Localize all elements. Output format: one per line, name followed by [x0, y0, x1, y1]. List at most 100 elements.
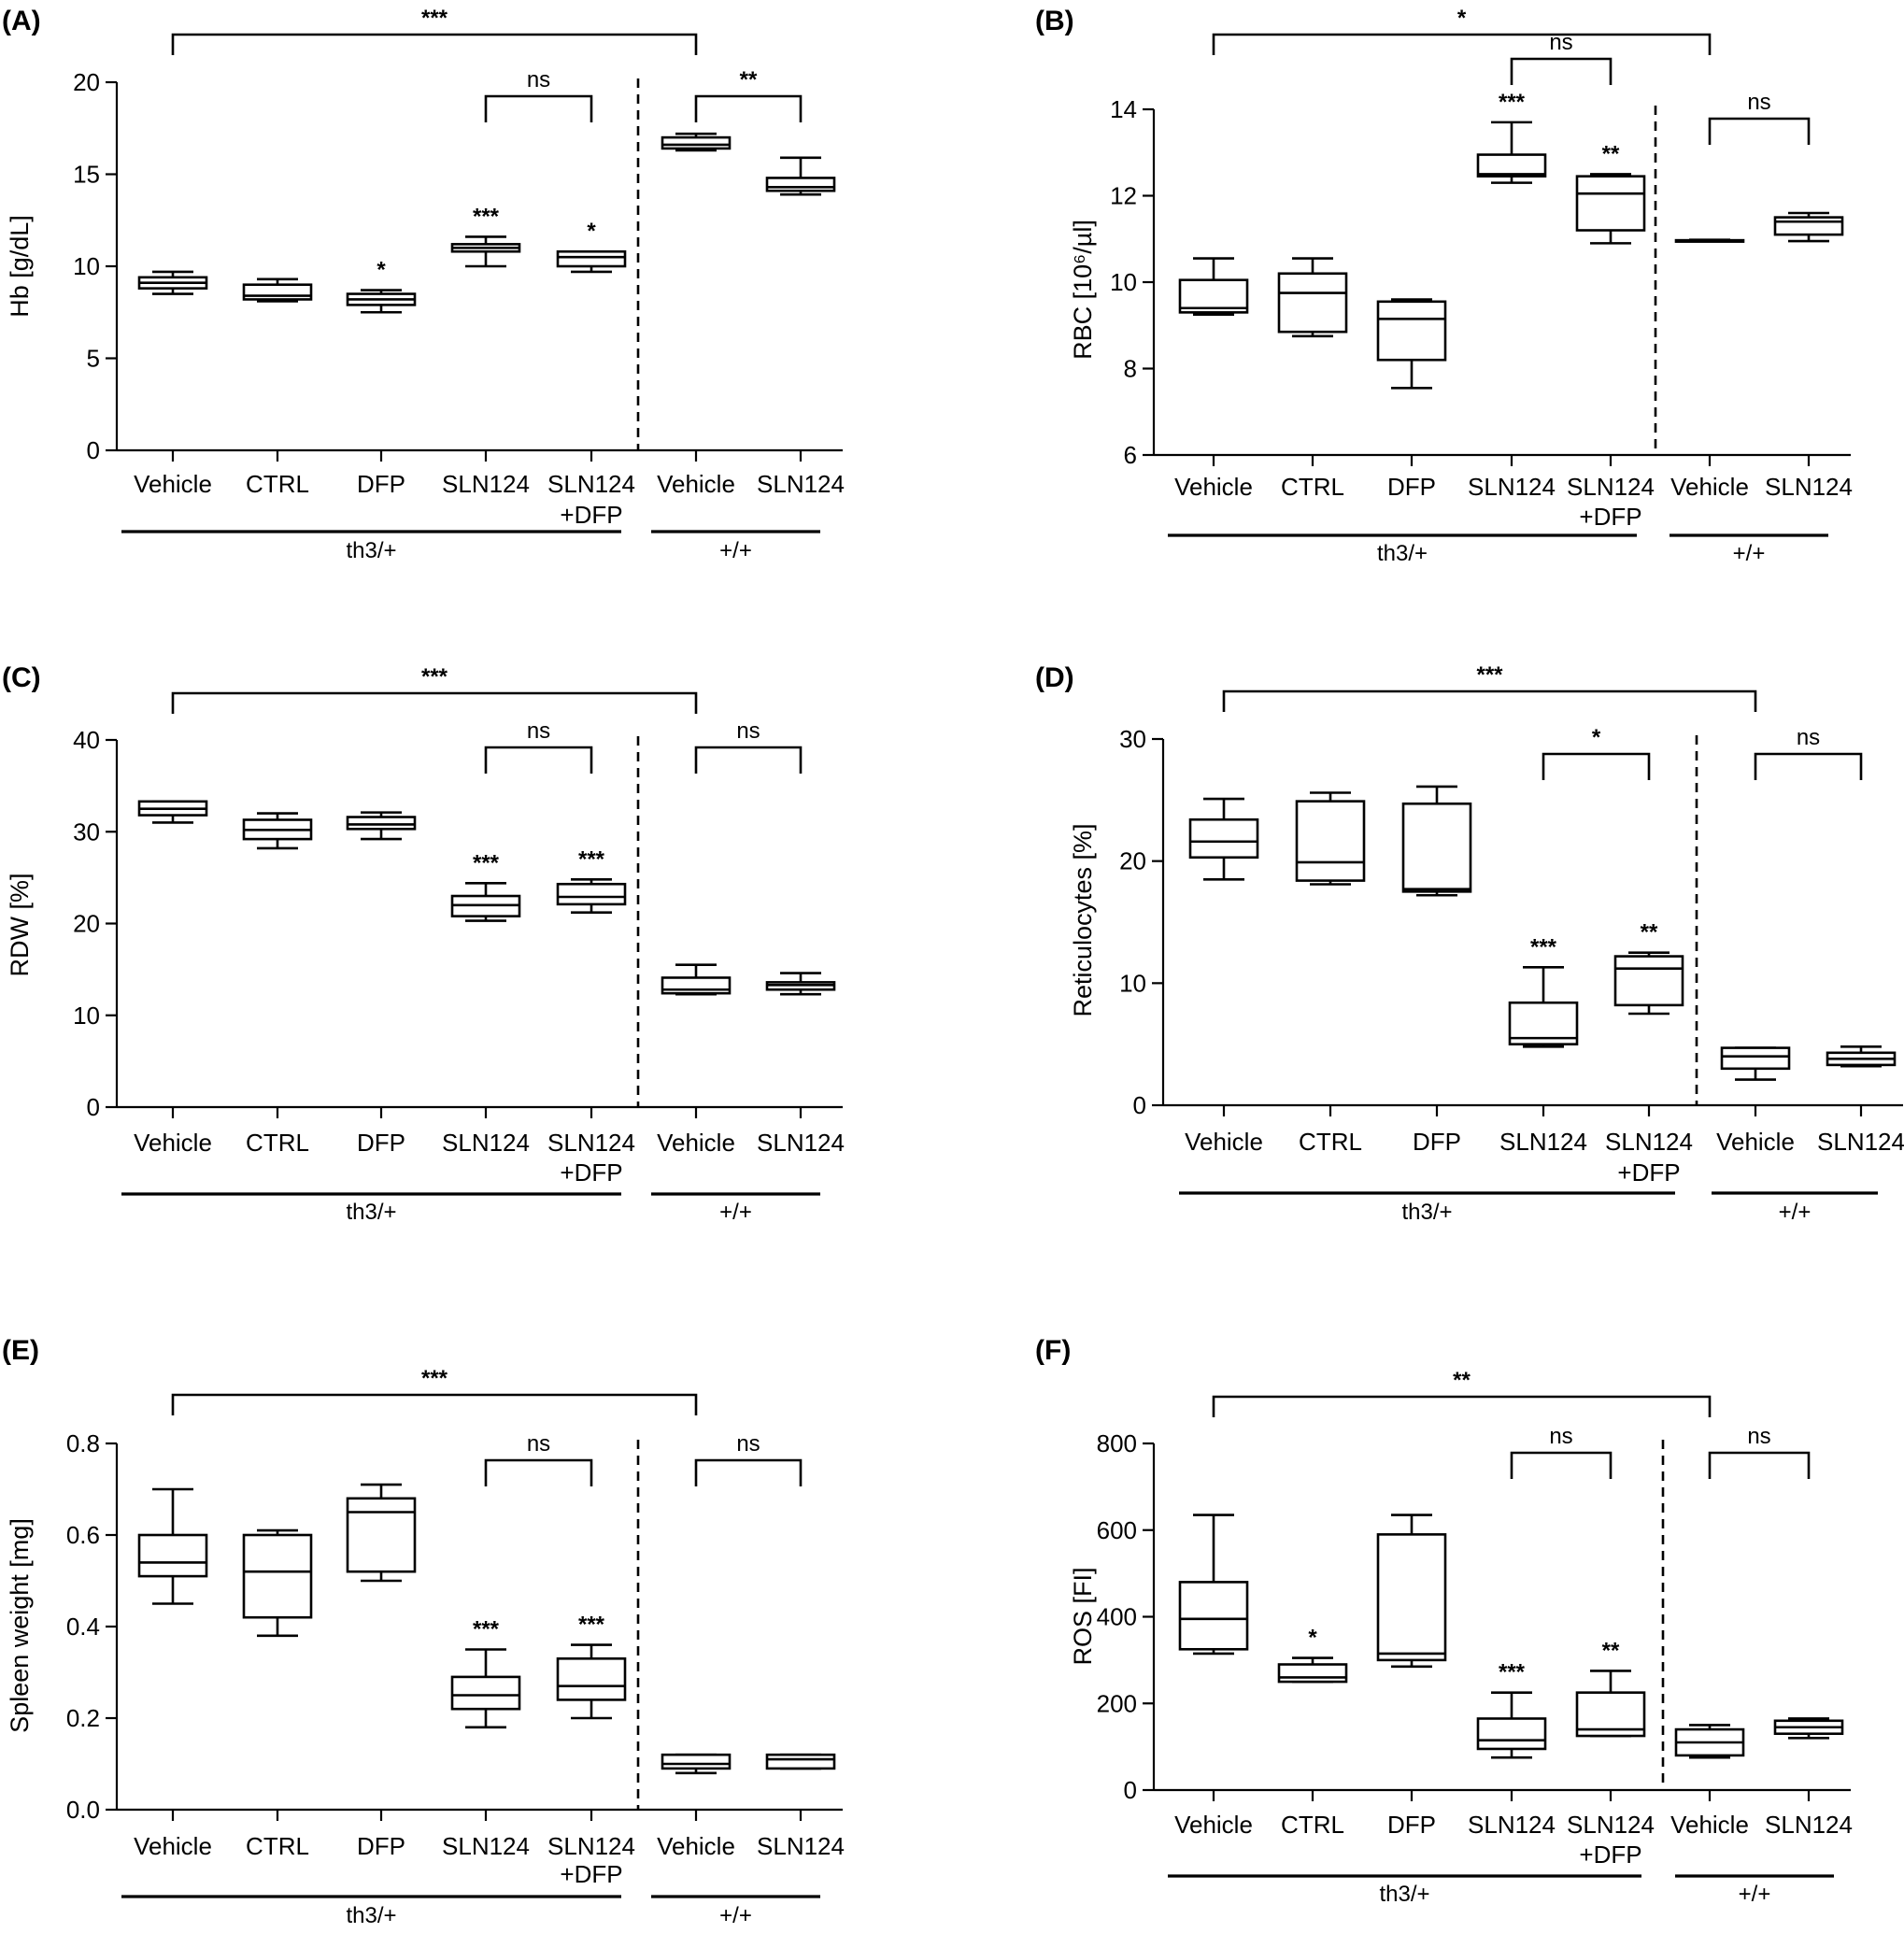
significance-marker: * — [587, 219, 596, 244]
y-tick-label: 800 — [1097, 1429, 1137, 1457]
x-tick-label: SLN124 — [1468, 473, 1556, 501]
group-label: th3/+ — [1379, 1882, 1429, 1907]
y-tick-label: 10 — [1119, 969, 1146, 997]
significance-marker: ** — [1602, 1638, 1620, 1663]
significance-marker: *** — [1499, 1660, 1526, 1685]
x-tick-label: SLN124 — [547, 470, 635, 498]
comparison-label: ns — [527, 1431, 550, 1457]
x-tick-label: Vehicle — [1670, 473, 1749, 501]
x-tick-label: SLN124 — [757, 1832, 845, 1860]
y-tick-label: 5 — [87, 345, 100, 373]
box-5: ** — [1613, 920, 1684, 1016]
x-tick-label: SLN124 — [1567, 473, 1655, 501]
y-tick-label: 0 — [87, 436, 100, 464]
y-axis-label: Hb [g/dL] — [6, 215, 34, 318]
iqr-box — [1277, 272, 1348, 334]
group-label: +/+ — [1739, 1882, 1771, 1907]
iqr-box — [450, 1675, 521, 1711]
y-tick-label: 10 — [73, 252, 100, 280]
box-1 — [1178, 257, 1249, 316]
comparison-label: ns — [1549, 1424, 1572, 1449]
iqr-box — [1773, 216, 1844, 236]
iqr-box — [765, 177, 836, 192]
y-axis-label: RDW [%] — [6, 874, 34, 977]
group-label: th3/+ — [346, 1200, 396, 1225]
box-2: * — [1277, 1626, 1348, 1684]
iqr-box — [1188, 817, 1259, 860]
x-tick-label: CTRL — [246, 1832, 309, 1860]
y-tick-label: 0 — [1124, 1776, 1137, 1804]
iqr-box — [1295, 800, 1366, 882]
x-tick-label: Vehicle — [1185, 1128, 1263, 1156]
y-tick-label: 15 — [73, 161, 100, 189]
y-tick-label: 6 — [1124, 441, 1137, 469]
significance-marker: * — [377, 258, 386, 283]
comparison-bracket — [171, 691, 698, 714]
box-5: *** — [556, 846, 627, 915]
significance-marker: *** — [473, 1617, 500, 1642]
box-7 — [765, 972, 836, 996]
group-label: +/+ — [719, 538, 752, 563]
x-tick-label: SLN124 — [547, 1129, 635, 1157]
x-tick-label: SLN124 — [1605, 1128, 1693, 1156]
comparison-label: *** — [421, 664, 448, 689]
iqr-box — [1613, 955, 1684, 1007]
comparison-label: * — [1457, 6, 1467, 31]
x-tick-label: SLN124 — [442, 1129, 530, 1157]
box-3 — [1376, 1514, 1447, 1669]
comparison-bracket — [1542, 752, 1651, 780]
box-7 — [765, 156, 836, 196]
comparison-bracket — [694, 1458, 803, 1486]
iqr-box — [242, 1533, 313, 1619]
box-6 — [1674, 1724, 1745, 1759]
significance-marker: *** — [578, 1613, 605, 1638]
x-tick-label-line2: +DFP — [1579, 503, 1641, 531]
box-7 — [1773, 211, 1844, 243]
comparison-label: ** — [740, 67, 758, 92]
x-tick-label: SLN124 — [1567, 1811, 1655, 1839]
box-5: ** — [1575, 1638, 1646, 1738]
x-tick-label: DFP — [1387, 473, 1436, 501]
y-tick-label: 600 — [1097, 1516, 1137, 1544]
panel-a: (A) 0 5 10 15 20 Hb [g/dL] Vehicle CTRL DFP SLN124… — [2, 6, 845, 563]
comparison-label: ns — [1797, 725, 1820, 750]
x-tick-label: Vehicle — [134, 470, 212, 498]
comparison-label: ns — [1549, 30, 1572, 55]
iqr-box — [661, 1753, 732, 1770]
y-tick-label: 12 — [1110, 182, 1137, 210]
iqr-box — [1401, 802, 1472, 893]
y-tick-label: 0 — [87, 1093, 100, 1121]
iqr-box — [1376, 300, 1447, 362]
box-6 — [1674, 238, 1745, 243]
x-tick-label-line2: +DFP — [560, 501, 622, 529]
iqr-box — [1476, 153, 1547, 178]
box-4: *** — [1476, 1660, 1547, 1759]
iqr-box — [137, 1533, 208, 1578]
y-axis-label: Spleen weight [mg] — [6, 1518, 34, 1733]
y-tick-label: 30 — [73, 817, 100, 846]
box-6 — [661, 132, 732, 152]
comparison-label: *** — [1476, 662, 1503, 688]
y-tick-label: 8 — [1124, 355, 1137, 383]
x-tick-label: DFP — [357, 1129, 405, 1157]
x-tick-label: CTRL — [246, 470, 309, 498]
panel-c: (C) 0 10 20 30 40 RDW [%] Vehicle CTRL DFP SLN124 S… — [2, 662, 845, 1225]
comparison-label: ns — [527, 67, 550, 92]
box-2 — [242, 812, 313, 850]
y-tick-label: 0.2 — [66, 1704, 100, 1732]
y-tick-label: 400 — [1097, 1603, 1137, 1631]
box-3 — [346, 1483, 417, 1583]
x-tick-label: CTRL — [1281, 1811, 1344, 1839]
significance-marker: *** — [473, 850, 500, 875]
x-tick-label: Vehicle — [657, 1129, 735, 1157]
comparison-bracket — [1510, 1451, 1613, 1479]
panel-label: (B) — [1035, 6, 1074, 36]
x-tick-label: Vehicle — [657, 1832, 735, 1860]
y-tick-label: 0.4 — [66, 1613, 100, 1641]
x-tick-label: Vehicle — [1670, 1811, 1749, 1839]
iqr-box — [556, 1657, 627, 1701]
comparison-label: * — [1592, 725, 1601, 750]
box-1 — [1188, 797, 1259, 881]
comparison-label: *** — [421, 1366, 448, 1391]
